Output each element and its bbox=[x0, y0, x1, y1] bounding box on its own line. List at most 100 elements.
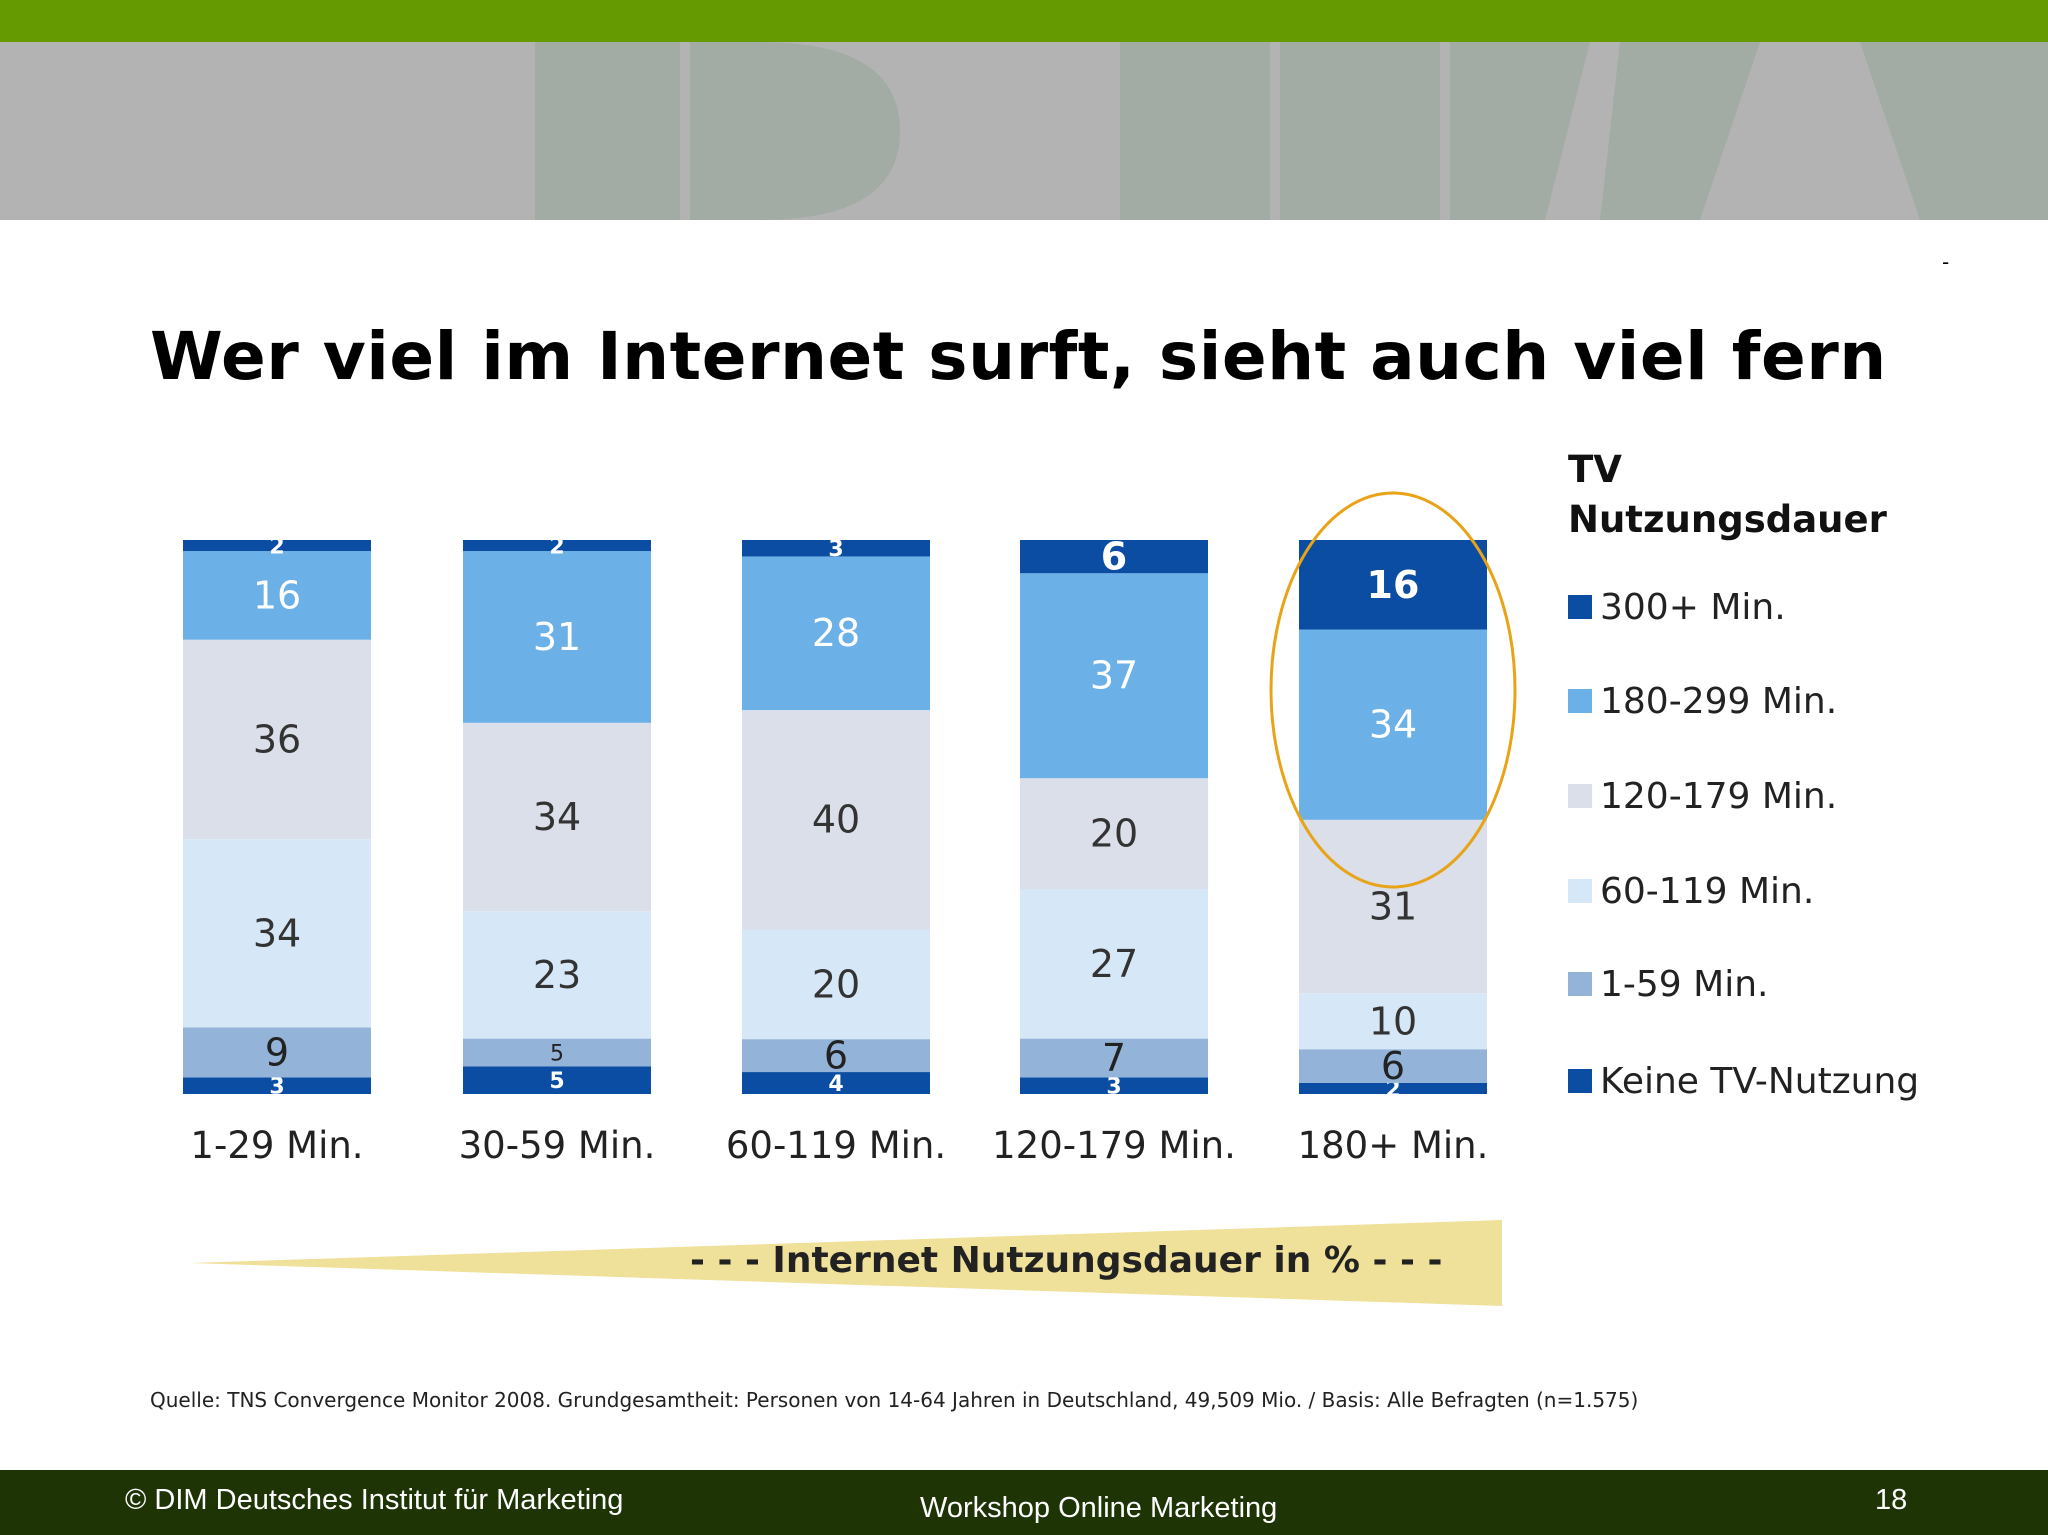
bar-segment bbox=[463, 1038, 651, 1067]
bar-segment bbox=[463, 551, 651, 723]
bar-value-label: 34 bbox=[533, 795, 581, 839]
legend-item: Keine TV-Nutzung bbox=[1568, 1060, 1920, 1102]
category-label: 60-119 Min. bbox=[726, 1124, 946, 1167]
legend-label: Keine TV-Nutzung bbox=[1600, 1060, 1920, 1102]
bar-value-label: 5 bbox=[550, 1041, 564, 1066]
legend-label: 120-179 Min. bbox=[1600, 775, 1838, 817]
category-label: 30-59 Min. bbox=[459, 1124, 656, 1167]
bar-value-label: 5 bbox=[549, 1069, 564, 1094]
bar-segment bbox=[183, 551, 371, 640]
bar-segment bbox=[183, 1027, 371, 1078]
footer-workshop: Workshop Online Marketing bbox=[920, 1492, 1278, 1524]
bar-value-label: 20 bbox=[1090, 812, 1138, 856]
bar-segment bbox=[742, 710, 930, 930]
legend-label: 180-299 Min. bbox=[1600, 680, 1838, 722]
category-label: 1-29 Min. bbox=[190, 1124, 363, 1167]
slide-title: Wer viel im Internet surft, sieht auch v… bbox=[150, 318, 1887, 395]
bar-value-label: 3 bbox=[828, 537, 843, 562]
legend-title: TV Nutzungsdauer bbox=[1568, 448, 1887, 541]
bar-segment bbox=[1299, 819, 1487, 994]
category-label: 120-179 Min. bbox=[992, 1124, 1236, 1167]
bar-segment bbox=[1020, 1077, 1208, 1094]
legend-label: 1-59 Min. bbox=[1600, 963, 1769, 1005]
bar-segment bbox=[1299, 1082, 1487, 1094]
legend-item: 180-299 Min. bbox=[1568, 680, 1838, 722]
legend-swatch bbox=[1568, 1069, 1592, 1093]
header-band bbox=[0, 42, 2048, 220]
bar-value-label: 6 bbox=[1101, 535, 1127, 579]
axis-caption: - - - Internet Nutzungsdauer in % - - - bbox=[690, 1240, 1443, 1281]
bar-segment bbox=[742, 929, 930, 1040]
bar-value-label: 40 bbox=[812, 798, 860, 842]
footer: © DIM Deutsches Institut für Marketing W… bbox=[0, 1470, 2048, 1535]
bar-value-label: 16 bbox=[1367, 563, 1420, 607]
bar-segment bbox=[183, 639, 371, 840]
legend-swatch bbox=[1568, 689, 1592, 713]
bar-segment bbox=[1020, 540, 1208, 574]
corner-dash: - bbox=[1942, 250, 1950, 274]
bar-segment bbox=[742, 1039, 930, 1073]
bar-value-label: 3 bbox=[269, 1075, 284, 1100]
legend-swatch bbox=[1568, 595, 1592, 619]
bar-segment bbox=[1299, 993, 1487, 1050]
source-note: Quelle: TNS Convergence Monitor 2008. Gr… bbox=[150, 1388, 1639, 1412]
bar-value-label: 16 bbox=[253, 573, 301, 617]
axis-banner bbox=[190, 1220, 1502, 1306]
legend-item: 300+ Min. bbox=[1568, 586, 1786, 628]
bar-segment bbox=[1020, 1038, 1208, 1078]
bar-value-label: 6 bbox=[1381, 1044, 1405, 1088]
bar-segment bbox=[183, 1077, 371, 1094]
bar-value-label: 2 bbox=[549, 535, 564, 560]
bar-segment bbox=[1299, 1049, 1487, 1083]
legend-item: 120-179 Min. bbox=[1568, 775, 1838, 817]
bar-segment bbox=[1020, 889, 1208, 1039]
highlight-ellipse bbox=[1269, 491, 1517, 889]
legend-swatch bbox=[1568, 879, 1592, 903]
bar-segment bbox=[742, 556, 930, 711]
category-label: 180+ Min. bbox=[1298, 1124, 1489, 1167]
dim-logo-watermark bbox=[535, 42, 2048, 220]
bar-value-label: 31 bbox=[1369, 885, 1417, 929]
bar-value-label: 34 bbox=[253, 911, 301, 955]
bar-segment bbox=[1299, 540, 1487, 630]
legend-swatch bbox=[1568, 972, 1592, 996]
bar-value-label: 6 bbox=[824, 1034, 848, 1078]
legend-item: 1-59 Min. bbox=[1568, 963, 1769, 1005]
legend-swatch bbox=[1568, 784, 1592, 808]
bar-segment bbox=[463, 722, 651, 912]
bar-value-label: 2 bbox=[269, 535, 284, 560]
bar-value-label: 7 bbox=[1102, 1036, 1126, 1080]
bar-value-label: 10 bbox=[1369, 999, 1417, 1043]
bar-value-label: 37 bbox=[1090, 654, 1138, 698]
bar-segment bbox=[742, 540, 930, 557]
bar-segment bbox=[1020, 573, 1208, 779]
bar-segment bbox=[463, 540, 651, 552]
top-accent-bar bbox=[0, 0, 2048, 42]
bar-segment bbox=[1020, 778, 1208, 890]
bar-value-label: 23 bbox=[533, 953, 581, 997]
bar-value-label: 4 bbox=[828, 1072, 843, 1097]
legend: TV Nutzungsdauer 300+ Min. 180-299 Min. 12… bbox=[1568, 445, 2028, 1102]
bar-value-label: 9 bbox=[265, 1030, 289, 1074]
legend-label: 300+ Min. bbox=[1600, 586, 1786, 628]
bar-value-label: 28 bbox=[812, 611, 860, 655]
legend-item: 60-119 Min. bbox=[1568, 870, 1815, 912]
bar-value-label: 3 bbox=[1106, 1075, 1121, 1100]
bar-segment bbox=[463, 1066, 651, 1094]
bar-segment bbox=[463, 911, 651, 1039]
bar-segment bbox=[183, 540, 371, 552]
bar-segment bbox=[742, 1072, 930, 1094]
bar-value-label: 34 bbox=[1369, 703, 1417, 747]
footer-copyright: © DIM Deutsches Institut für Marketing bbox=[125, 1484, 624, 1516]
legend-label: 60-119 Min. bbox=[1600, 870, 1815, 912]
page-number: 18 bbox=[1875, 1484, 1908, 1516]
bar-value-label: 36 bbox=[253, 717, 301, 761]
bar-value-label: 2 bbox=[1385, 1077, 1400, 1102]
bar-value-label: 27 bbox=[1090, 942, 1138, 986]
bar-value-label: 31 bbox=[533, 615, 581, 659]
bar-value-label: 20 bbox=[812, 962, 860, 1006]
bar-segment bbox=[1299, 629, 1487, 820]
bar-segment bbox=[183, 839, 371, 1028]
